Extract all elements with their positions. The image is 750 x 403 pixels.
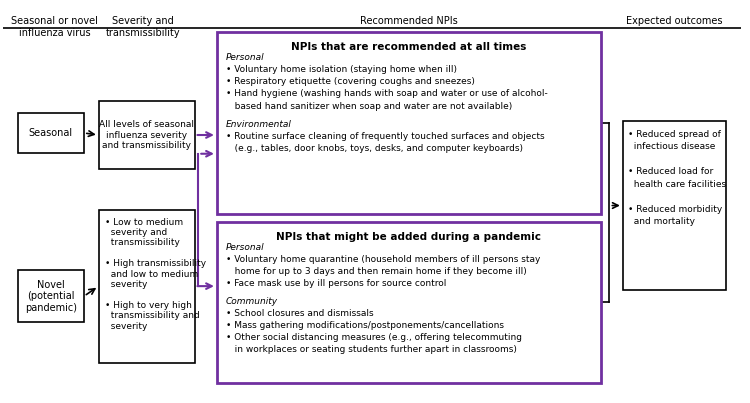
FancyBboxPatch shape [99, 210, 195, 363]
Text: Personal: Personal [226, 243, 264, 251]
Text: home for up to 3 days and then remain home if they become ill): home for up to 3 days and then remain ho… [226, 267, 526, 276]
Text: Recommended NPIs: Recommended NPIs [360, 16, 458, 26]
Text: • School closures and dismissals: • School closures and dismissals [226, 309, 374, 318]
Text: • Hand hygiene (washing hands with soap and water or use of alcohol-: • Hand hygiene (washing hands with soap … [226, 89, 548, 98]
FancyBboxPatch shape [217, 32, 601, 214]
Text: Expected outcomes: Expected outcomes [626, 16, 723, 26]
Text: • Face mask use by ill persons for source control: • Face mask use by ill persons for sourc… [226, 279, 446, 288]
Text: Community: Community [226, 297, 278, 306]
Text: • Respiratory etiquette (covering coughs and sneezes): • Respiratory etiquette (covering coughs… [226, 77, 475, 86]
FancyBboxPatch shape [99, 101, 195, 169]
Text: Seasonal: Seasonal [28, 128, 73, 138]
Text: • Routine surface cleaning of frequently touched surfaces and objects: • Routine surface cleaning of frequently… [226, 132, 544, 141]
Text: based hand sanitizer when soap and water are not available): based hand sanitizer when soap and water… [226, 102, 512, 110]
Text: Seasonal or novel
influenza virus: Seasonal or novel influenza virus [11, 16, 98, 38]
FancyBboxPatch shape [622, 121, 726, 290]
FancyBboxPatch shape [17, 270, 84, 322]
Text: • Voluntary home isolation (staying home when ill): • Voluntary home isolation (staying home… [226, 65, 457, 74]
Text: Severity and
transmissibility: Severity and transmissibility [106, 16, 180, 38]
Text: • Voluntary home quarantine (household members of ill persons stay: • Voluntary home quarantine (household m… [226, 255, 540, 264]
Text: • Reduced spread of
  infectious disease

• Reduced load for
  health care facil: • Reduced spread of infectious disease •… [628, 130, 726, 226]
Text: • Low to medium
  severity and
  transmissibility

• High transmissibility
  and: • Low to medium severity and transmissib… [104, 218, 206, 330]
Text: • Other social distancing measures (e.g., offering telecommuting: • Other social distancing measures (e.g.… [226, 333, 522, 342]
Text: Environmental: Environmental [226, 120, 292, 129]
Text: NPIs that are recommended at all times: NPIs that are recommended at all times [291, 42, 526, 52]
Text: Personal: Personal [226, 53, 264, 62]
Text: • Mass gathering modifications/postponements/cancellations: • Mass gathering modifications/postponem… [226, 321, 504, 330]
Text: NPIs that might be added during a pandemic: NPIs that might be added during a pandem… [276, 232, 542, 242]
Text: (e.g., tables, door knobs, toys, desks, and computer keyboards): (e.g., tables, door knobs, toys, desks, … [226, 144, 523, 153]
FancyBboxPatch shape [217, 222, 601, 383]
Text: All levels of seasonal
influenza severity
and transmissibility: All levels of seasonal influenza severit… [99, 120, 194, 150]
Text: Novel
(potential
pandemic): Novel (potential pandemic) [25, 280, 76, 313]
Text: in workplaces or seating students further apart in classrooms): in workplaces or seating students furthe… [226, 345, 517, 354]
FancyBboxPatch shape [17, 113, 84, 153]
